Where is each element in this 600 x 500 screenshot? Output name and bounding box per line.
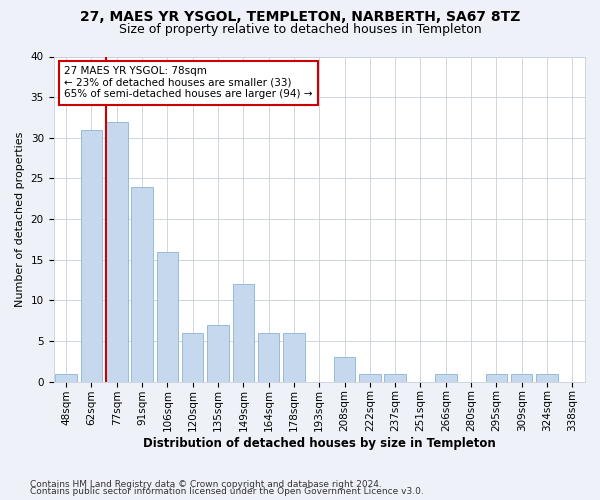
Bar [258,333,280,382]
Text: Size of property relative to detached houses in Templeton: Size of property relative to detached ho… [119,22,481,36]
Bar [334,358,355,382]
Bar [182,333,203,382]
Bar [157,252,178,382]
Bar [511,374,532,382]
Text: 27 MAES YR YSGOL: 78sqm
← 23% of detached houses are smaller (33)
65% of semi-de: 27 MAES YR YSGOL: 78sqm ← 23% of detache… [64,66,313,100]
Bar [131,186,153,382]
Bar [283,333,305,382]
Bar [55,374,77,382]
Bar [207,325,229,382]
X-axis label: Distribution of detached houses by size in Templeton: Distribution of detached houses by size … [143,437,496,450]
Y-axis label: Number of detached properties: Number of detached properties [15,132,25,307]
Bar [81,130,102,382]
Bar [435,374,457,382]
Bar [359,374,380,382]
Text: Contains public sector information licensed under the Open Government Licence v3: Contains public sector information licen… [30,488,424,496]
Bar [536,374,558,382]
Bar [385,374,406,382]
Bar [106,122,128,382]
Text: 27, MAES YR YSGOL, TEMPLETON, NARBERTH, SA67 8TZ: 27, MAES YR YSGOL, TEMPLETON, NARBERTH, … [80,10,520,24]
Bar [485,374,507,382]
Bar [233,284,254,382]
Text: Contains HM Land Registry data © Crown copyright and database right 2024.: Contains HM Land Registry data © Crown c… [30,480,382,489]
